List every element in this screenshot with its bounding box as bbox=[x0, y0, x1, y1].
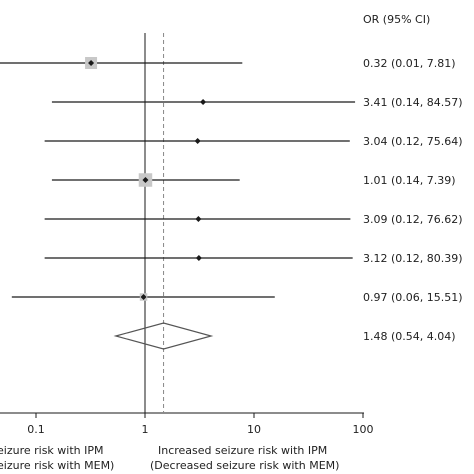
or-ci-label: 3.41 (0.14, 84.57) bbox=[363, 96, 463, 109]
or-ci-label: 1.01 (0.14, 7.39) bbox=[363, 174, 456, 187]
point-estimate bbox=[88, 60, 95, 66]
or-column-header: OR (95% CI) bbox=[363, 13, 430, 26]
point-estimate bbox=[195, 255, 202, 261]
x-label-right-line-2: (Decreased seizure risk with MEM) bbox=[150, 459, 339, 472]
or-ci-label: 0.32 (0.01, 7.81) bbox=[363, 57, 456, 70]
x-label-right-line-1: Increased seizure risk with IPM bbox=[158, 444, 327, 457]
pooled-or-ci-label: 1.48 (0.54, 4.04) bbox=[363, 330, 456, 343]
pooled-diamond bbox=[113, 322, 214, 350]
point-estimate bbox=[140, 294, 147, 300]
or-ci-label: 3.12 (0.12, 80.39) bbox=[363, 252, 463, 265]
point-estimate bbox=[142, 177, 149, 183]
x-tick-label: 10 bbox=[247, 423, 261, 436]
or-ci-label: 3.09 (0.12, 76.62) bbox=[363, 213, 463, 226]
x-tick-label: 100 bbox=[353, 423, 374, 436]
point-estimate bbox=[194, 138, 201, 144]
point-estimate bbox=[200, 99, 207, 105]
point-estimate bbox=[195, 216, 202, 222]
plot-labels: OR (95% CI) eizure risk with IPM eizure … bbox=[0, 13, 430, 472]
plot-axes: 0.1 1 10 100 bbox=[0, 33, 374, 436]
x-label-left-line-2: eizure risk with MEM) bbox=[0, 459, 114, 472]
or-ci-label: 0.97 (0.06, 15.51) bbox=[363, 291, 463, 304]
x-label-left-line-1: eizure risk with IPM bbox=[0, 444, 104, 457]
x-tick-label: 1 bbox=[142, 423, 149, 436]
x-tick-label: 0.1 bbox=[27, 423, 45, 436]
plot-marks: 0.32 (0.01, 7.81) 3.41 (0.14, 84.57) 3.04 … bbox=[0, 57, 463, 350]
or-ci-label: 3.04 (0.12, 75.64) bbox=[363, 135, 463, 148]
